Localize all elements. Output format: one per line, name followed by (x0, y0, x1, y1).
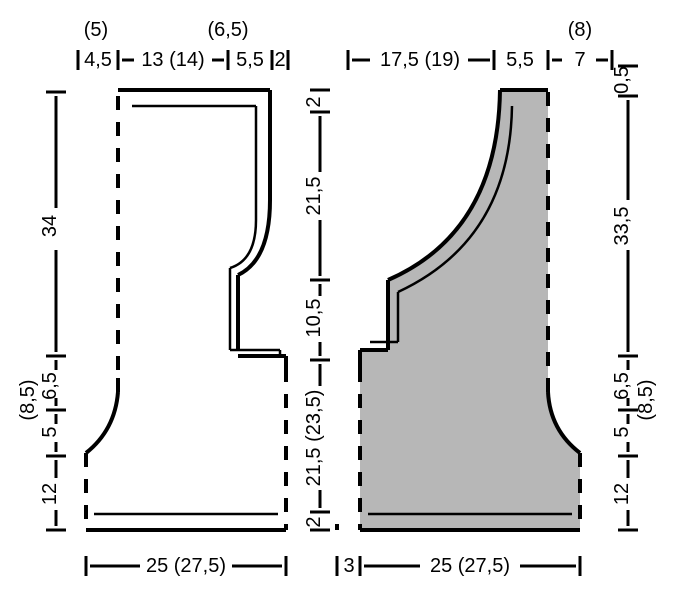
dim-label: 4,5 (84, 49, 112, 71)
dim-label: 21,5 (23,5) (303, 390, 325, 487)
dim-label: 25 (27,5) (146, 555, 226, 577)
dim-label: 5,5 (236, 49, 264, 71)
dim-label: 6,5 (611, 372, 633, 400)
bottom-dims: 25 (27,5) 3 25 (27,5) (86, 555, 580, 577)
dim-label: 25 (27,5) (430, 555, 510, 577)
dim-label: 2 (274, 49, 285, 71)
center-dims: 2 21,5 (23,5) 10,5 21,5 2 (303, 90, 330, 530)
dim-label: (5) (84, 19, 108, 41)
dim-label: 2 (303, 516, 325, 527)
dim-label: 0,5 (611, 66, 633, 94)
dim-label: 5 (611, 426, 633, 437)
dim-label: 17,5 (19) (380, 49, 460, 71)
dim-label: (8,5) (635, 379, 657, 420)
dim-label: 13 (14) (141, 49, 204, 71)
dim-label: (6,5) (207, 19, 248, 41)
right-side-dims: 12 5 6,5 33,5 0,5 (8,5) (611, 66, 657, 530)
dim-label: 12 (39, 483, 61, 505)
dim-label: 3 (343, 555, 354, 577)
dim-label: 12 (611, 483, 633, 505)
knitting-schematic: (5) (6,5) 4,5 13 (14) 5,5 2 17,5 (19) 5,… (0, 0, 690, 612)
dim-label: 7 (574, 49, 585, 71)
dim-label: 21,5 (303, 177, 325, 216)
dim-label: 5,5 (506, 49, 534, 71)
dim-label: 2 (303, 96, 325, 107)
right-piece (337, 90, 580, 530)
dim-label: (8) (568, 19, 592, 41)
left-top-dims: (5) (6,5) 4,5 13 (14) 5,5 2 (78, 19, 288, 71)
right-top-dims: 17,5 (19) 5,5 7 (8) (348, 19, 612, 71)
left-side-dims: 12 5 6,5 34 (8,5) (17, 92, 66, 530)
dim-label: 5 (39, 426, 61, 437)
dim-label: 6,5 (39, 372, 61, 400)
dim-label: 34 (39, 215, 61, 237)
dim-label: 10,5 (303, 299, 325, 338)
dim-label: (8,5) (17, 379, 39, 420)
dim-label: 33,5 (611, 207, 633, 246)
left-piece (86, 90, 286, 530)
